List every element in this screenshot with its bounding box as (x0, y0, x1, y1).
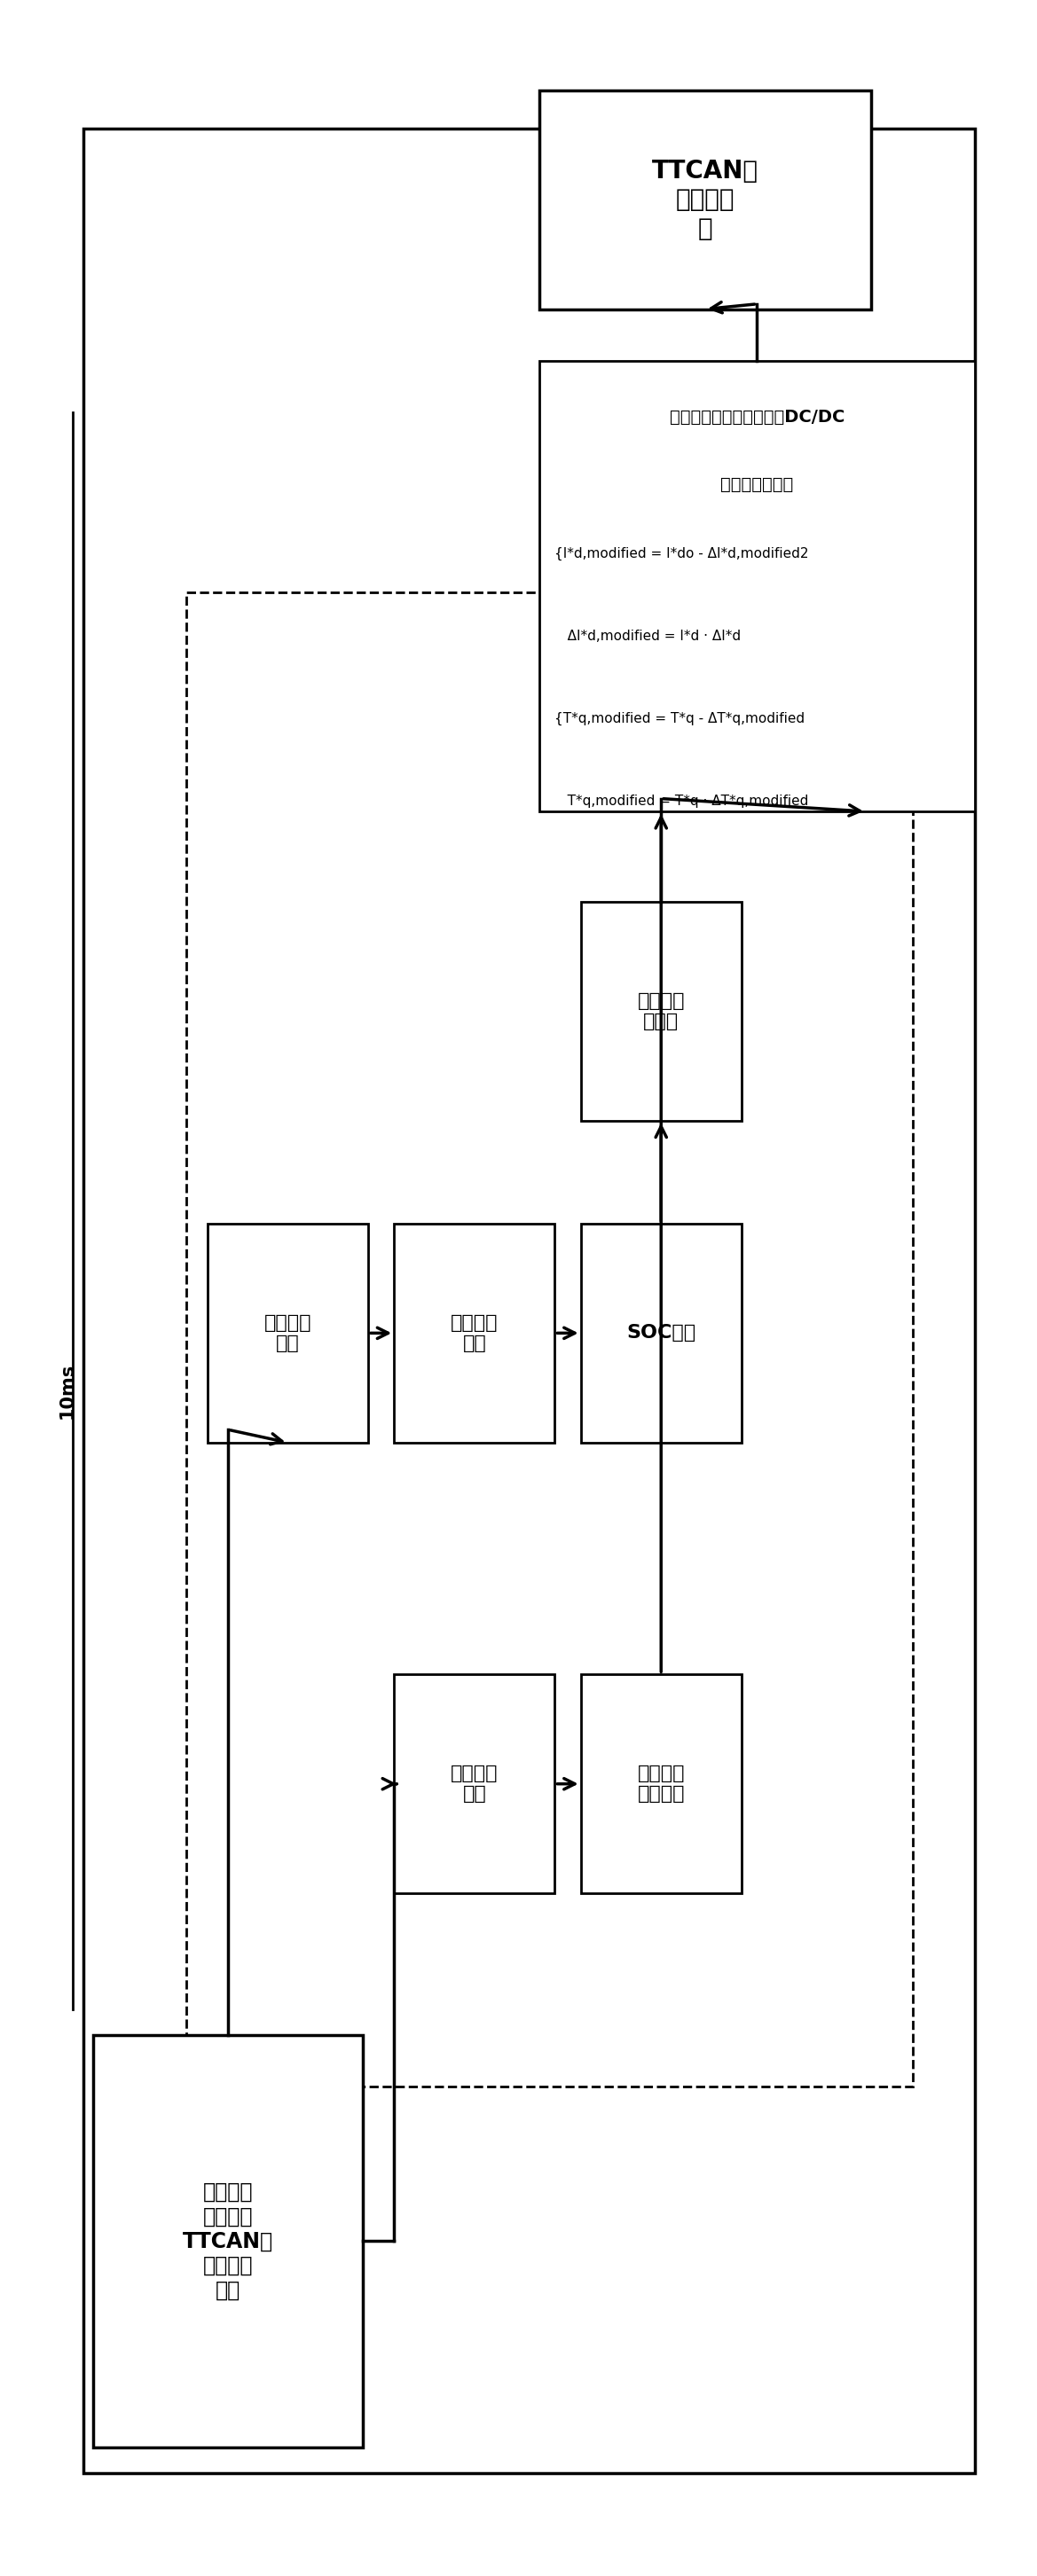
Bar (539, 90, 871, 309)
Text: 10ms: 10ms (58, 1363, 77, 1419)
Text: 电机状态
切换: 电机状态 切换 (264, 1314, 311, 1352)
Text: SOC校准: SOC校准 (626, 1324, 696, 1342)
Bar (539, 361, 975, 811)
Bar (581, 1224, 741, 1443)
Text: ΔI*d,modified = I*d · ΔI*d: ΔI*d,modified = I*d · ΔI*d (555, 629, 741, 644)
Text: 目标电流计算：: 目标电流计算： (721, 477, 793, 492)
Bar (394, 1224, 555, 1443)
Bar (207, 1224, 368, 1443)
Text: 等效氢耗
优化分配: 等效氢耗 优化分配 (638, 1765, 684, 1803)
Bar (394, 1674, 555, 1893)
Text: T*q,modified = T*q · ΔT*q,modified: T*q,modified = T*q · ΔT*q,modified (555, 793, 809, 809)
Bar (581, 902, 741, 1121)
Text: 整车诊断
修正: 整车诊断 修正 (451, 1765, 498, 1803)
Bar (187, 592, 913, 2087)
Text: 路况自适
应补偿: 路况自适 应补偿 (638, 992, 684, 1030)
Text: 数字量、
模拟量、
TTCAN总
线数据接
收取: 数字量、 模拟量、 TTCAN总 线数据接 收取 (183, 2182, 274, 2300)
Text: 修正后电机驱动控制发及DC/DC: 修正后电机驱动控制发及DC/DC (670, 410, 844, 425)
Bar (581, 1674, 741, 1893)
Text: {I*d,modified = I*do - ΔI*d,modified2: {I*d,modified = I*do - ΔI*d,modified2 (555, 546, 809, 562)
Text: 司机命令
解析: 司机命令 解析 (451, 1314, 498, 1352)
Text: TTCAN总
线数据发
送: TTCAN总 线数据发 送 (652, 160, 758, 240)
Text: {T*q,modified = T*q - ΔT*q,modified: {T*q,modified = T*q - ΔT*q,modified (555, 711, 805, 726)
Bar (93, 2035, 363, 2447)
Bar (83, 129, 975, 2473)
